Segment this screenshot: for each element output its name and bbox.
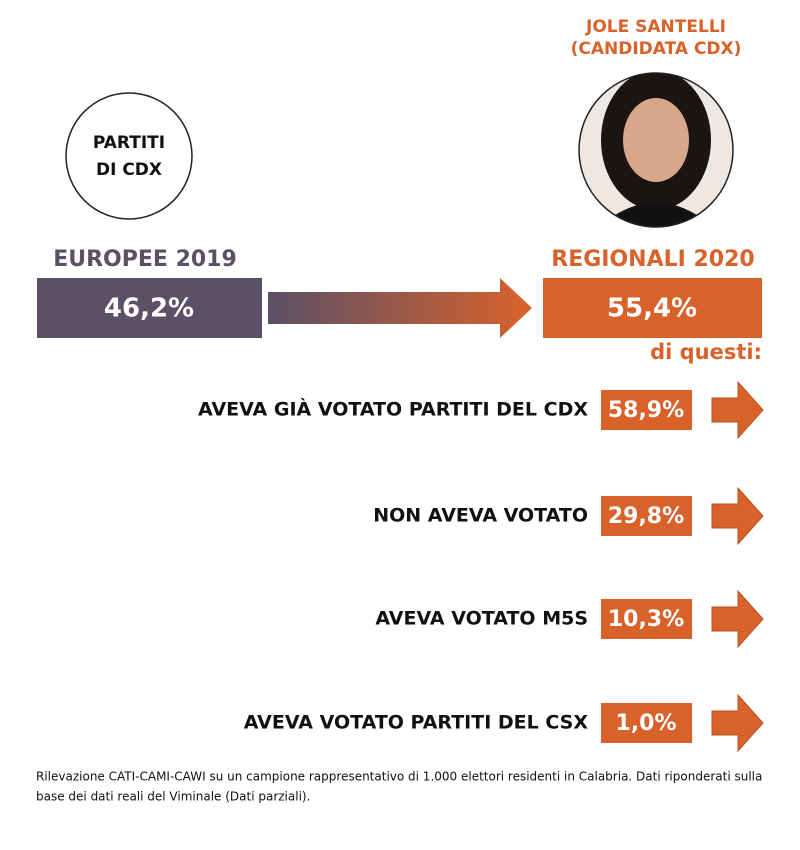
row-label: AVEVA VOTATO PARTITI DEL CSX [244, 712, 589, 734]
row-value: 29,8% [608, 504, 684, 529]
transition-arrow [268, 278, 532, 338]
row-value: 58,9% [608, 398, 684, 423]
row-label: AVEVA VOTATO M5S [375, 608, 588, 630]
row-label: NON AVEVA VOTATO [373, 505, 588, 527]
row-box [601, 599, 692, 639]
candidate-role: (CANDIDATA CDX) [571, 39, 742, 59]
right-heading: REGIONALI 2020 [551, 247, 754, 272]
row-label: AVEVA GIÀ VOTATO PARTITI DEL CDX [198, 398, 588, 421]
left-box [37, 278, 262, 338]
row-box [601, 496, 692, 536]
candidate-name: JOLE SANTELLI [585, 17, 726, 37]
circle-text: DI CDX [96, 160, 162, 180]
row-box [601, 703, 692, 743]
row-value: 10,3% [608, 607, 684, 632]
row-arrow [711, 693, 764, 753]
footnote: Rilevazione CATI-CAMI-CAWI su un campion… [36, 770, 762, 784]
right-box [543, 278, 762, 338]
row-value: 1,0% [615, 711, 676, 736]
footnote: base dei dati reali del Viminale (Dati p… [36, 790, 310, 804]
party-circle [65, 92, 193, 220]
right-note: di questi: [650, 340, 762, 364]
row-box [601, 390, 692, 430]
circle-text: PARTITI [93, 133, 165, 153]
left-heading: EUROPEE 2019 [53, 247, 237, 272]
right-value: 55,4% [607, 294, 697, 324]
row-arrow [711, 486, 764, 546]
candidate-photo [579, 73, 733, 227]
row-arrow [711, 589, 764, 649]
row-arrow [711, 380, 764, 440]
left-value: 46,2% [104, 294, 194, 324]
photo-border [578, 72, 734, 228]
